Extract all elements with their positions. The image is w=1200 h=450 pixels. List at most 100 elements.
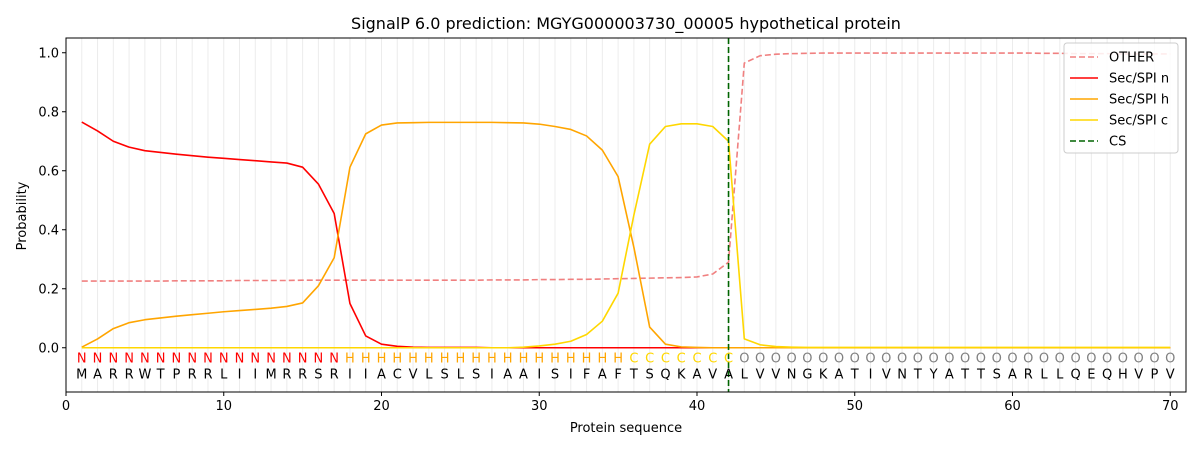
residue-letter: G: [802, 368, 812, 383]
residue-letter: T: [960, 368, 969, 383]
region-label: C: [629, 352, 638, 367]
residue-letter: A: [598, 368, 607, 383]
residue-letter: S: [440, 368, 448, 383]
legend-label: CS: [1109, 135, 1126, 150]
residue-letter: R: [330, 368, 339, 383]
axes-frame: [65, 37, 1187, 393]
region-label: H: [503, 352, 513, 367]
residue-letter: L: [741, 368, 749, 383]
region-label: O: [1165, 352, 1175, 367]
region-label: C: [692, 352, 701, 367]
region-label: O: [960, 352, 970, 367]
x-tick-label: 50: [846, 399, 863, 414]
residue-letter: R: [203, 368, 212, 383]
region-label: H: [550, 352, 560, 367]
region-label: O: [1007, 352, 1017, 367]
region-label: N: [156, 352, 166, 367]
residue-letter: W: [138, 368, 151, 383]
residue-letter: T: [629, 368, 638, 383]
residue-letter: V: [708, 368, 717, 383]
region-label: C: [724, 352, 733, 367]
y-tick-label: 1.0: [38, 46, 59, 61]
legend-label: OTHER: [1109, 51, 1154, 66]
region-label: C: [677, 352, 686, 367]
residue-letter: R: [109, 368, 118, 383]
region-label: C: [661, 352, 670, 367]
x-axis-title: Protein sequence: [570, 421, 682, 436]
region-label: N: [93, 352, 103, 367]
residue-letter: A: [93, 368, 102, 383]
legend: OTHER Sec/SPI n Sec/SPI h Sec/SPI c CS: [1063, 42, 1179, 154]
residue-letter: I: [869, 368, 873, 383]
region-label: H: [455, 352, 465, 367]
residue-letter: T: [913, 368, 922, 383]
residue-letter: S: [314, 368, 322, 383]
region-label: N: [282, 352, 292, 367]
region-label: O: [1023, 352, 1033, 367]
region-label: O: [944, 352, 954, 367]
residue-letter: R: [282, 368, 291, 383]
residue-letter: C: [393, 368, 402, 383]
region-label: H: [424, 352, 434, 367]
residue-letter: K: [819, 368, 828, 383]
chart-title: SignalP 6.0 prediction: MGYG000003730_00…: [351, 14, 901, 34]
residue-letter: Q: [660, 368, 670, 383]
residue-letter: A: [519, 368, 528, 383]
y-tick-label: 0.4: [38, 223, 59, 238]
residue-letter: A: [693, 368, 702, 383]
series-line-1: [81, 121, 1171, 349]
residue-letter: N: [787, 368, 797, 383]
residue-letter: M: [76, 368, 87, 383]
y-tick-label: 0.2: [38, 282, 59, 297]
region-label: N: [266, 352, 276, 367]
residue-letter: A: [503, 368, 512, 383]
residue-letter: L: [457, 368, 465, 383]
region-label: O: [802, 352, 812, 367]
residue-letter: P: [173, 368, 181, 383]
y-tick-label: 0.0: [38, 341, 59, 356]
residue-letter: L: [1056, 368, 1064, 383]
residue-letter: P: [1151, 368, 1159, 383]
residue-letter: T: [976, 368, 985, 383]
region-label: H: [345, 352, 355, 367]
region-label: N: [172, 352, 182, 367]
x-tick-label: 70: [1162, 399, 1179, 414]
region-label: O: [1039, 352, 1049, 367]
region-label: O: [897, 352, 907, 367]
residue-letter: H: [1118, 368, 1128, 383]
region-label: N: [298, 352, 308, 367]
residue-letter: V: [771, 368, 780, 383]
region-label: H: [392, 352, 402, 367]
residue-letter: A: [377, 368, 386, 383]
residue-letter: S: [993, 368, 1001, 383]
region-label: O: [1118, 352, 1128, 367]
residue-letter: S: [472, 368, 480, 383]
residue-letter: R: [1024, 368, 1033, 383]
region-label: O: [787, 352, 797, 367]
residue-letter: I: [537, 368, 541, 383]
region-label: H: [613, 352, 623, 367]
plot-area: NMNANRNRNWNTNPNRNRNLNININMNRNRNSNRHIHIHA…: [38, 37, 1187, 414]
residue-letter: I: [238, 368, 242, 383]
region-label: H: [566, 352, 576, 367]
residue-letter: S: [551, 368, 559, 383]
residue-letter: K: [677, 368, 686, 383]
residue-letter: I: [569, 368, 573, 383]
region-label: O: [865, 352, 875, 367]
region-label: H: [377, 352, 387, 367]
residue-letter: E: [1087, 368, 1095, 383]
x-tick-label: 40: [689, 399, 706, 414]
region-label: O: [1134, 352, 1144, 367]
y-axis-title: Probability: [15, 181, 30, 250]
residue-letter: I: [348, 368, 352, 383]
region-label: H: [408, 352, 418, 367]
region-label: O: [818, 352, 828, 367]
region-label: O: [992, 352, 1002, 367]
region-label: N: [187, 352, 197, 367]
region-label: N: [140, 352, 150, 367]
region-label: H: [361, 352, 371, 367]
residue-letter: T: [156, 368, 165, 383]
region-label: H: [534, 352, 544, 367]
region-label: N: [250, 352, 260, 367]
